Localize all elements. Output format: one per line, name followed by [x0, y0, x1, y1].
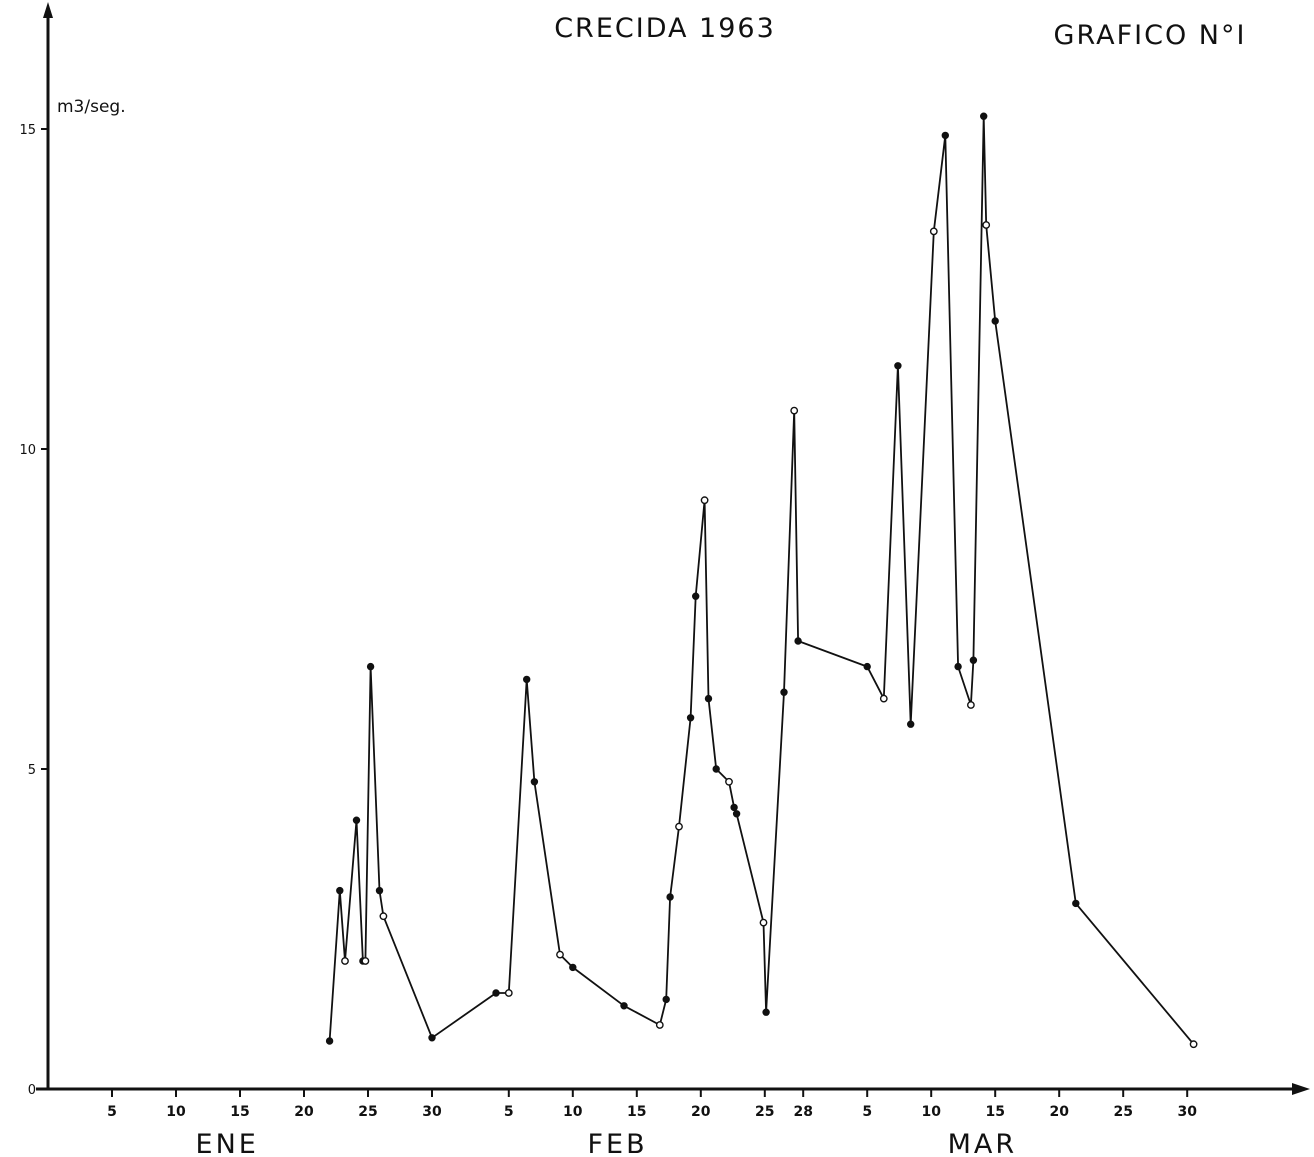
data-point [620, 1002, 628, 1010]
x-tick-label: 25 [358, 1104, 377, 1120]
data-point [379, 912, 388, 921]
data-point [352, 816, 361, 824]
data-point [692, 592, 700, 600]
data-point [780, 688, 788, 696]
data-point [662, 995, 670, 1004]
data-point [1072, 899, 1080, 908]
month-label: ENE [196, 1129, 259, 1157]
x-tick-label: 28 [793, 1104, 812, 1120]
data-point [969, 656, 978, 664]
chart-subtitle: GRAFICO N°I [1054, 20, 1247, 51]
y-tick-label: 0 [28, 1083, 36, 1098]
data-point [325, 1037, 334, 1045]
data-point [366, 662, 375, 671]
month-labels: ENE FEB MAR [196, 1129, 1018, 1157]
data-point [954, 662, 962, 671]
data-point [863, 662, 871, 671]
x-tick-label: 15 [627, 1104, 646, 1120]
x-tick-label: 10 [166, 1104, 186, 1120]
y-tick-label: 5 [28, 763, 36, 778]
x-tick-label: 20 [294, 1104, 314, 1120]
data-point [675, 822, 683, 831]
y-ticks: 0 5 10 15 [19, 123, 48, 1098]
data-point [336, 886, 344, 895]
chart-title: CRECIDA 1963 [554, 13, 776, 44]
data-point [655, 1021, 664, 1029]
data-point [980, 112, 988, 120]
data-point [941, 131, 949, 140]
data-point [967, 701, 975, 709]
x-tick-label: 5 [504, 1104, 514, 1120]
data-point [907, 720, 915, 728]
x-tick-label: 20 [691, 1104, 711, 1120]
x-tick-label: 5 [107, 1104, 117, 1120]
data-point [361, 957, 370, 965]
x-tick-label: 25 [1113, 1104, 1132, 1120]
x-tick-label: 5 [862, 1104, 872, 1120]
y-tick-label: 10 [19, 443, 36, 458]
x-tick-label: 20 [1049, 1104, 1069, 1120]
data-point [712, 765, 720, 773]
data-point [704, 694, 713, 703]
data-point [982, 221, 991, 229]
data-point [732, 810, 741, 818]
data-point [762, 1008, 770, 1016]
data-point [794, 637, 802, 645]
x-tick-label: 30 [422, 1104, 442, 1120]
month-label: MAR [948, 1129, 1018, 1157]
month-label: FEB [588, 1129, 648, 1157]
data-point [759, 918, 768, 927]
y-axis-unit-label: m3/seg. [57, 97, 126, 117]
data-point [341, 957, 349, 965]
x-tick-label: 30 [1177, 1104, 1197, 1120]
data-point [666, 893, 674, 901]
x-tick-label: 15 [230, 1104, 249, 1120]
x-tick-label: 15 [985, 1104, 1004, 1120]
data-point [569, 963, 577, 972]
data-point [686, 714, 695, 722]
data-point [523, 675, 531, 684]
data-point [1189, 1040, 1198, 1049]
x-tick-label: 10 [921, 1104, 941, 1120]
x-tick-label: 25 [755, 1104, 774, 1120]
x-tick-label: 10 [563, 1104, 583, 1120]
x-axis-arrowhead [1292, 1083, 1310, 1095]
data-point [730, 803, 738, 812]
y-axis-arrowhead [43, 2, 53, 18]
data-point [504, 989, 513, 997]
data-point [375, 886, 384, 895]
data-point [700, 496, 709, 505]
data-point [790, 406, 799, 415]
series-line [328, 115, 1195, 1045]
data-point [929, 227, 938, 236]
data-point [428, 1034, 436, 1042]
data-point [725, 777, 733, 786]
data-point [991, 317, 999, 325]
data-point [492, 989, 500, 997]
data-point [879, 694, 888, 703]
y-tick-label: 15 [19, 123, 36, 138]
data-point [530, 778, 539, 786]
data-point [894, 362, 902, 370]
data-point [556, 950, 564, 959]
x-ticks: 5 10 15 20 25 30 5 10 15 20 25 28 5 10 15 20 25 30 [107, 1089, 1197, 1120]
discharge-series [325, 112, 1198, 1049]
